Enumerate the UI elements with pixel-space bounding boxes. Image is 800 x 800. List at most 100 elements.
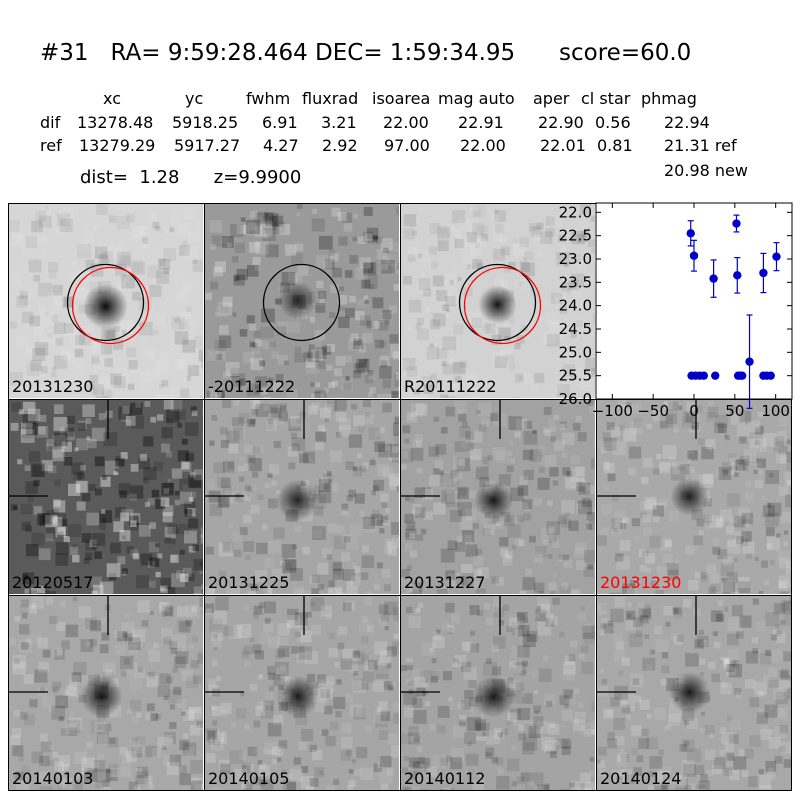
data-point (759, 268, 768, 278)
cutout-image (400, 399, 595, 594)
cutout-panel: 20140124 (596, 595, 791, 790)
ref-mag-auto: 22.00 (460, 136, 506, 155)
dif-mag-auto: 22.91 (458, 113, 504, 132)
cutout-panel: 20131230 (596, 399, 791, 594)
ref-phmag: 21.31 ref (664, 136, 737, 155)
col-header-fwhm: fwhm (246, 89, 291, 108)
new-phmag: 20.98 new (664, 161, 748, 180)
data-point (686, 229, 695, 238)
y-tick-label: 24.0 (559, 297, 592, 315)
grid-divider (8, 595, 792, 596)
black-aperture-circle (458, 263, 537, 342)
ref-isoarea: 97.00 (384, 136, 430, 155)
cutout-date-label: 20140103 (12, 769, 94, 788)
data-point (709, 274, 718, 283)
col-header-fluxrad: fluxrad (302, 89, 359, 108)
cutout-image (8, 399, 203, 594)
row-label-ref: ref (40, 136, 62, 155)
ref-yc: 5917.27 (174, 136, 241, 155)
data-point (766, 371, 775, 380)
row-label-dif: dif (40, 113, 61, 132)
cutout-image (8, 595, 203, 790)
red-aperture-circle (463, 266, 542, 345)
data-point (699, 371, 708, 380)
data-point (733, 271, 742, 280)
ref-cl-star: 0.81 (597, 136, 633, 155)
cutout-date-label: -20111222 (208, 377, 296, 396)
cutout-panel: 20140112 (400, 595, 595, 790)
cutout-image (204, 595, 399, 790)
cutout-panel: 20131225 (204, 399, 399, 594)
cutout-date-label: 20140124 (600, 769, 682, 788)
cutout-date-label: 20131230 (12, 377, 94, 396)
grid-divider (8, 399, 792, 400)
ref-xc: 13279.29 (79, 136, 156, 155)
dif-cl-star: 0.56 (595, 113, 631, 132)
black-aperture-circle (262, 263, 341, 342)
x-tick-label: 0 (689, 402, 699, 420)
x-tick-label: 50 (725, 402, 744, 420)
dif-fwhm: 6.91 (262, 113, 298, 132)
black-aperture-circle (66, 263, 145, 342)
cutout-date-label: 20131230 (600, 573, 682, 592)
data-point (732, 219, 741, 228)
x-tick-label: −50 (637, 402, 669, 420)
cutout-date-label: R20111222 (404, 377, 497, 396)
cutout-date-label: 20140112 (404, 769, 486, 788)
dif-fluxrad: 3.21 (321, 113, 357, 132)
cutout-date-label: 20131225 (208, 573, 290, 592)
cutout-panel: R20111222 (400, 203, 595, 398)
col-header-xc: xc (103, 89, 121, 108)
cutout-panel: 20140105 (204, 595, 399, 790)
x-tick-label: 100 (761, 402, 790, 420)
cutout-panel: 20120517 (8, 399, 203, 594)
cutout-panel: -20111222 (204, 203, 399, 398)
y-tick-label: 25.0 (559, 343, 592, 361)
dif-isoarea: 22.00 (383, 113, 429, 132)
cutout-image (596, 399, 791, 594)
y-tick-label: 23.0 (559, 250, 592, 268)
ref-fwhm: 4.27 (263, 136, 299, 155)
grid-divider (204, 203, 205, 791)
dif-yc: 5918.25 (172, 113, 239, 132)
y-tick-label: 25.5 (559, 367, 592, 385)
light-curve-plot: 22.0 22.5 23.0 23.5 24.0 24.5 25.0 25.5 26.0 −100… (559, 202, 793, 420)
y-tick-label: 22.5 (559, 227, 592, 245)
data-point (745, 357, 754, 366)
col-header-aper: aper (533, 89, 570, 108)
cutout-panel: 20131230 (8, 203, 203, 398)
col-header-phmag: phmag (641, 89, 697, 108)
cutout-image (8, 203, 203, 398)
cutout-image (596, 595, 791, 790)
cutout-date-label: 20140105 (208, 769, 290, 788)
col-header-cl-star: cl star (581, 89, 631, 108)
data-point (772, 252, 781, 261)
cutout-date-label: 20120517 (12, 573, 94, 592)
col-header-mag-auto: mag auto (438, 89, 515, 108)
candidate-title: #31 RA= 9:59:28.464 DEC= 1:59:34.95 scor… (40, 40, 692, 66)
data-point (737, 371, 747, 380)
col-header-isoarea: isoarea (372, 89, 431, 108)
cutout-image (204, 399, 399, 594)
cutout-image (400, 595, 595, 790)
cutout-image (204, 203, 399, 398)
data-point (689, 251, 699, 260)
x-tick-label: −100 (592, 402, 633, 420)
data-point (711, 371, 720, 380)
ref-fluxrad: 2.92 (322, 136, 358, 155)
dif-phmag: 22.94 (664, 113, 710, 132)
ref-aper: 22.01 (540, 136, 586, 155)
dif-xc: 13278.48 (77, 113, 154, 132)
light-curve-svg: 22.0 22.5 23.0 23.5 24.0 24.5 25.0 25.5 26.0−100… (559, 202, 793, 420)
y-tick-label: 26.0 (559, 390, 592, 408)
dist-z-line: dist= 1.28 z=9.9900 (80, 167, 302, 188)
cutout-image (400, 203, 595, 398)
cutout-date-label: 20131227 (404, 573, 486, 592)
cutout-panel: 20131227 (400, 399, 595, 594)
dif-aper: 22.90 (538, 113, 584, 132)
col-header-yc: yc (185, 89, 204, 108)
y-tick-label: 23.5 (559, 273, 592, 291)
grid-divider (400, 203, 401, 791)
red-aperture-circle (71, 266, 150, 345)
y-tick-label: 24.5 (559, 320, 592, 338)
